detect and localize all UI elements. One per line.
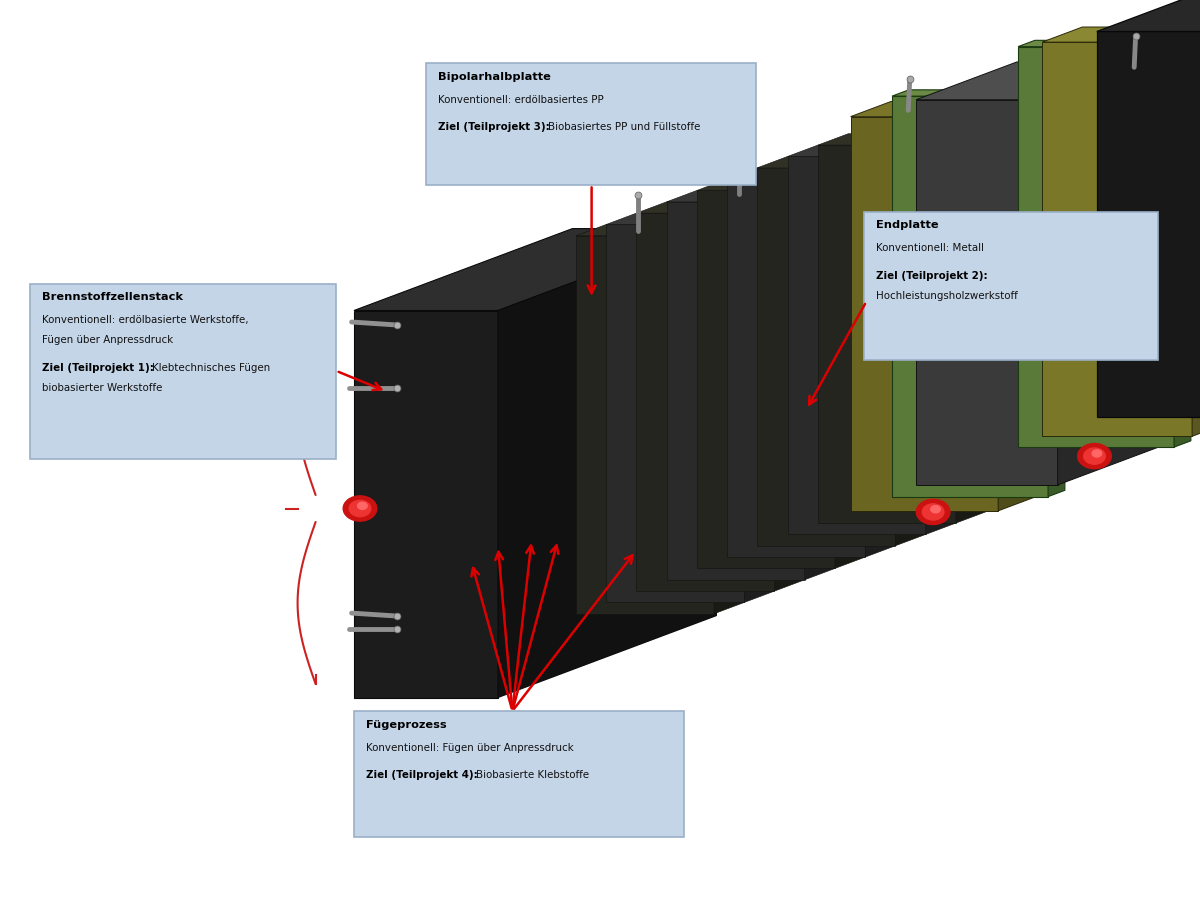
Polygon shape — [1192, 27, 1200, 436]
Polygon shape — [916, 62, 1158, 100]
Polygon shape — [697, 191, 835, 569]
Polygon shape — [835, 179, 865, 569]
Text: Ziel (Teilprojekt 2):: Ziel (Teilprojekt 2): — [876, 271, 988, 281]
Text: Konventionell: erdölbasierte Werkstoffe,: Konventionell: erdölbasierte Werkstoffe, — [42, 315, 248, 325]
Polygon shape — [667, 191, 835, 202]
Polygon shape — [498, 229, 716, 698]
Polygon shape — [1057, 62, 1158, 485]
Polygon shape — [1097, 0, 1200, 32]
Polygon shape — [818, 134, 986, 145]
Polygon shape — [892, 90, 1064, 96]
Polygon shape — [636, 202, 805, 213]
Polygon shape — [865, 167, 895, 557]
Polygon shape — [1048, 90, 1064, 497]
Circle shape — [1092, 450, 1102, 457]
Polygon shape — [354, 310, 498, 698]
Polygon shape — [998, 102, 1038, 511]
Text: Hochleistungsholzwerkstoff: Hochleistungsholzwerkstoff — [876, 291, 1018, 301]
Text: Fügen über Anpressdruck: Fügen über Anpressdruck — [42, 335, 173, 345]
Circle shape — [343, 496, 377, 521]
Polygon shape — [1042, 27, 1200, 42]
Polygon shape — [892, 96, 1048, 497]
Text: Fügeprozess: Fügeprozess — [366, 720, 446, 730]
Text: Ziel (Teilprojekt 1):: Ziel (Teilprojekt 1): — [42, 363, 157, 373]
Polygon shape — [925, 145, 956, 535]
FancyBboxPatch shape — [426, 63, 756, 184]
Polygon shape — [636, 213, 774, 591]
Text: Biobasierte Klebstoffe: Biobasierte Klebstoffe — [475, 770, 589, 780]
Circle shape — [1084, 448, 1105, 464]
Circle shape — [1078, 444, 1111, 469]
Text: Endplatte: Endplatte — [876, 220, 938, 230]
Polygon shape — [956, 134, 986, 523]
Polygon shape — [851, 102, 1038, 117]
Polygon shape — [667, 202, 805, 580]
Polygon shape — [354, 229, 716, 310]
Polygon shape — [697, 179, 865, 191]
Text: Konventionell: erdölbasiertes PP: Konventionell: erdölbasiertes PP — [438, 94, 604, 104]
Polygon shape — [714, 224, 744, 614]
Polygon shape — [727, 167, 895, 179]
Polygon shape — [916, 100, 1057, 485]
Polygon shape — [851, 117, 998, 511]
Polygon shape — [606, 213, 774, 224]
Text: Biobasiertes PP und Füllstoffe: Biobasiertes PP und Füllstoffe — [547, 122, 700, 132]
Polygon shape — [787, 145, 956, 157]
Polygon shape — [1018, 40, 1190, 47]
Polygon shape — [1174, 40, 1190, 447]
FancyBboxPatch shape — [354, 711, 684, 837]
Polygon shape — [774, 202, 805, 591]
Text: Konventionell: Metall: Konventionell: Metall — [876, 243, 984, 253]
Polygon shape — [895, 157, 925, 545]
Polygon shape — [818, 145, 956, 523]
Circle shape — [917, 500, 950, 525]
Polygon shape — [1018, 47, 1174, 447]
Text: Ziel (Teilprojekt 4):: Ziel (Teilprojekt 4): — [366, 770, 481, 780]
Polygon shape — [606, 224, 744, 602]
Polygon shape — [576, 224, 744, 236]
Polygon shape — [1097, 32, 1200, 417]
Circle shape — [349, 500, 371, 517]
Text: Konventionell: Fügen über Anpressdruck: Konventionell: Fügen über Anpressdruck — [366, 742, 574, 752]
Text: Klebtechnisches Fügen: Klebtechnisches Fügen — [151, 363, 270, 373]
Polygon shape — [757, 157, 925, 167]
Polygon shape — [805, 191, 835, 580]
Circle shape — [923, 504, 944, 520]
Circle shape — [358, 502, 367, 509]
Polygon shape — [727, 179, 865, 557]
FancyBboxPatch shape — [864, 212, 1158, 360]
Text: biobasierter Werkstoffe: biobasierter Werkstoffe — [42, 382, 162, 392]
Text: Brennstoffzellenstack: Brennstoffzellenstack — [42, 292, 182, 302]
Polygon shape — [576, 236, 714, 614]
Text: Bipolarhalbplatte: Bipolarhalbplatte — [438, 72, 551, 82]
Circle shape — [931, 506, 941, 513]
Polygon shape — [757, 167, 895, 545]
Polygon shape — [787, 157, 925, 535]
Text: Ziel (Teilprojekt 3):: Ziel (Teilprojekt 3): — [438, 122, 553, 132]
FancyBboxPatch shape — [30, 284, 336, 459]
Polygon shape — [744, 213, 774, 602]
Polygon shape — [1042, 42, 1192, 436]
